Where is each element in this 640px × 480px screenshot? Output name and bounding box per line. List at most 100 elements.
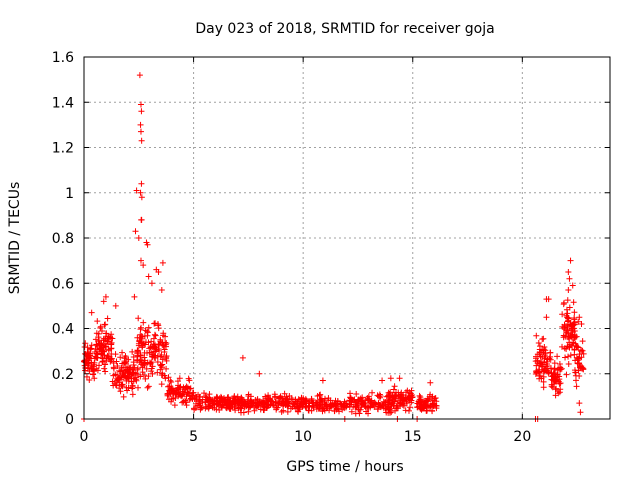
data-point (274, 404, 281, 411)
data-point (119, 349, 126, 356)
data-point (305, 407, 312, 414)
data-point (390, 386, 397, 393)
data-point (565, 287, 572, 294)
data-point (391, 383, 398, 390)
data-point (201, 390, 208, 397)
data-point (321, 395, 328, 402)
data-point (100, 298, 107, 305)
data-point (540, 349, 547, 356)
data-point (152, 332, 159, 339)
data-point (140, 372, 147, 379)
data-point (145, 383, 152, 390)
data-point (84, 344, 91, 351)
data-point (365, 404, 372, 411)
data-point (247, 403, 254, 410)
data-point (398, 394, 405, 401)
data-point (110, 372, 117, 379)
data-point (319, 377, 326, 384)
data-point (97, 351, 104, 358)
data-point (236, 397, 243, 404)
data-point (153, 346, 160, 353)
data-point (202, 399, 209, 406)
data-point (554, 371, 561, 378)
data-point (134, 366, 141, 373)
data-point (148, 368, 155, 375)
data-point (386, 409, 393, 416)
data-point (155, 268, 162, 275)
data-point (112, 381, 119, 388)
data-point (162, 375, 169, 382)
data-point (429, 400, 436, 407)
data-point (133, 187, 140, 194)
data-point (567, 352, 574, 359)
data-point (174, 385, 181, 392)
data-point (571, 309, 578, 316)
data-point (101, 365, 108, 372)
data-point (125, 356, 132, 363)
data-point (140, 262, 147, 269)
data-point (132, 228, 139, 235)
y-tick-label: 1.4 (52, 95, 74, 111)
data-point (124, 387, 131, 394)
data-point (392, 392, 399, 399)
data-point (141, 349, 148, 356)
data-point (191, 406, 198, 413)
data-point (148, 280, 155, 287)
data-point (284, 408, 291, 415)
data-point (302, 403, 309, 410)
data-point (186, 377, 193, 384)
data-point (535, 362, 542, 369)
data-point (117, 368, 124, 375)
data-point (364, 397, 371, 404)
data-point (165, 374, 172, 381)
data-point (303, 397, 310, 404)
data-point (576, 400, 583, 407)
data-point (375, 393, 382, 400)
data-point (102, 344, 109, 351)
data-point (110, 382, 117, 389)
data-point (564, 314, 571, 321)
data-point (135, 384, 142, 391)
data-point (566, 304, 573, 311)
data-point (239, 396, 246, 403)
data-point (416, 400, 423, 407)
data-point (340, 401, 347, 408)
data-point (135, 235, 142, 241)
data-point (353, 390, 360, 397)
data-point (112, 351, 119, 358)
data-point (375, 400, 382, 407)
x-tick-label: 5 (189, 429, 198, 445)
data-point (368, 400, 375, 407)
data-point (369, 389, 376, 396)
data-point (288, 395, 295, 402)
data-point (572, 340, 579, 347)
data-point (561, 299, 568, 306)
data-point (351, 397, 358, 404)
data-point (388, 409, 395, 416)
data-point (142, 327, 149, 334)
data-point (355, 396, 362, 403)
data-point (113, 358, 120, 365)
data-point (225, 402, 232, 409)
data-point (303, 404, 310, 411)
plot-frame (83, 56, 611, 420)
data-point (159, 259, 166, 266)
data-point (557, 380, 564, 387)
data-point (401, 402, 408, 409)
chart-title: Day 023 of 2018, SRMTID for receiver goj… (195, 21, 494, 37)
data-point (131, 293, 138, 300)
data-point (557, 364, 564, 371)
data-point (145, 324, 152, 331)
data-point (167, 377, 174, 384)
data-point (433, 402, 440, 409)
data-point (96, 362, 103, 369)
data-point (103, 330, 110, 337)
data-point (232, 407, 239, 414)
data-point (284, 396, 291, 403)
data-point (550, 370, 557, 377)
data-point (189, 392, 196, 399)
data-point (149, 363, 156, 370)
data-point (235, 398, 242, 405)
data-point (140, 362, 147, 369)
